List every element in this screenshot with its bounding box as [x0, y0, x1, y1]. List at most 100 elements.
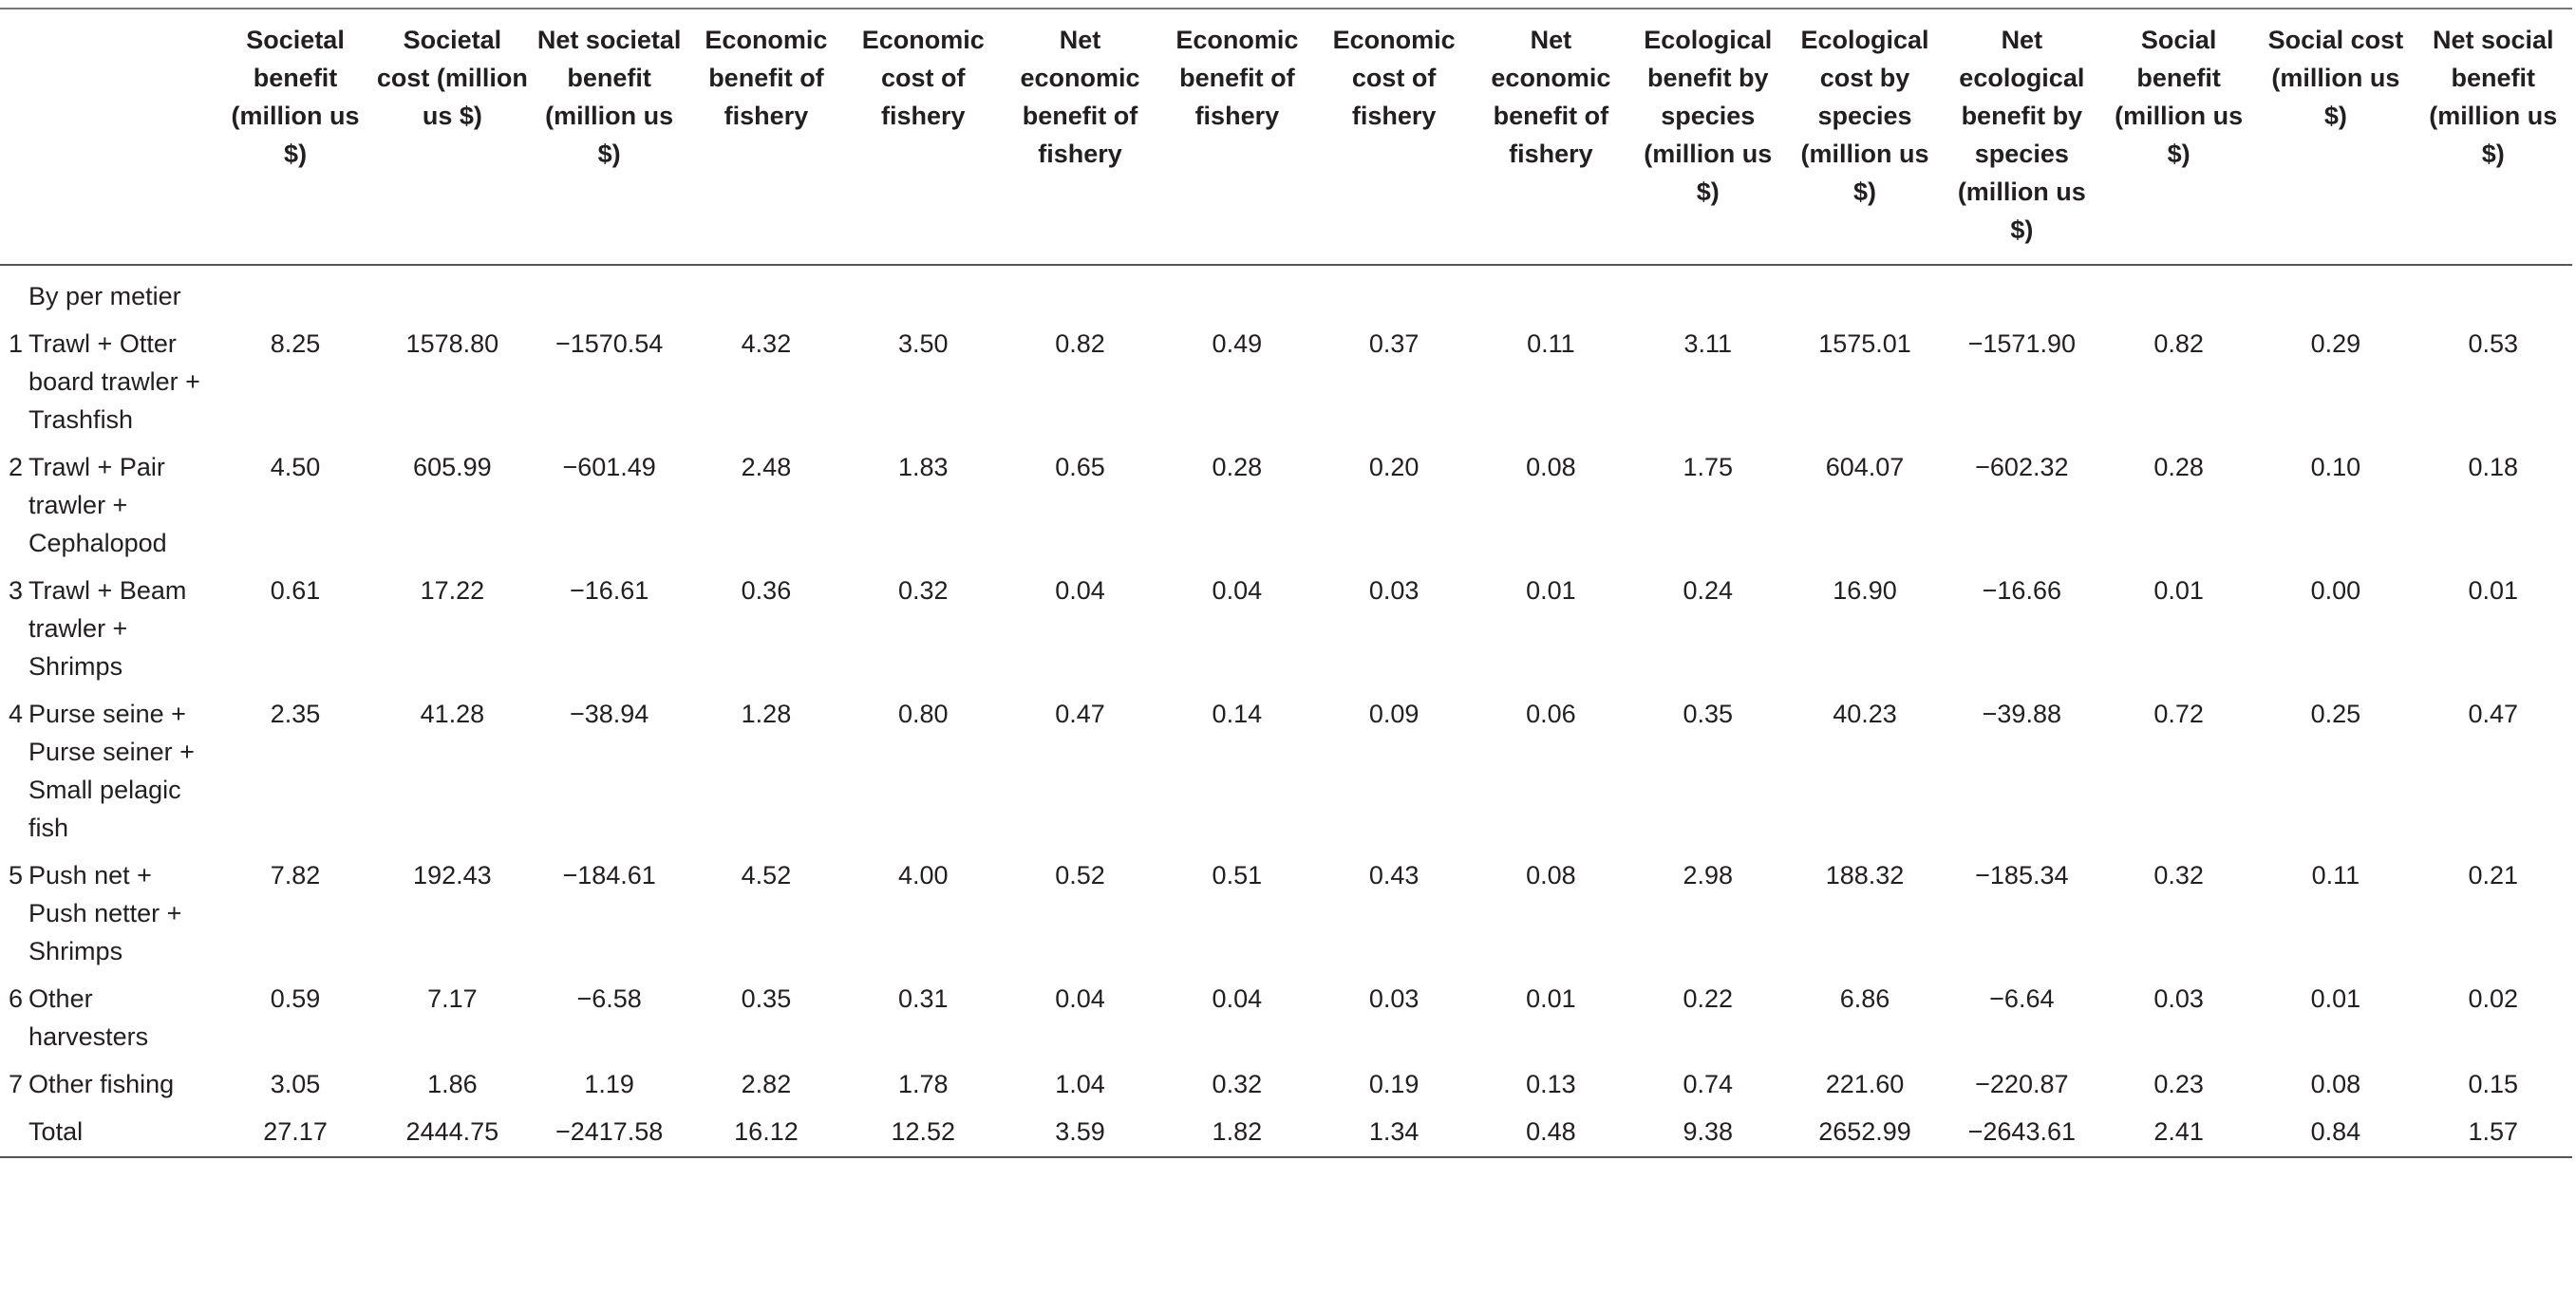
header-label-cell [27, 8, 217, 266]
table-cell: 0.52 [1055, 861, 1105, 889]
table-cell: 0.36 [741, 576, 792, 605]
table-cell: 0.04 [1055, 576, 1105, 605]
table-cell: 1.83 [897, 453, 949, 481]
table-cell: 1.19 [584, 1070, 634, 1098]
table-row: 2 Trawl + Pair trawler + Cephalopod 4.50 60… [0, 444, 2572, 568]
table-cell: 0.08 [1526, 861, 1576, 889]
table-cell: 0.01 [1526, 576, 1576, 605]
table-cell: 4.50 [270, 453, 321, 481]
table-cell: 1.86 [427, 1070, 478, 1098]
table-cell: 7.17 [427, 984, 478, 1013]
table-cell: −220.87 [1975, 1070, 2069, 1098]
table-cell: 12.52 [844, 1109, 1002, 1158]
table-cell: 0.20 [1368, 453, 1420, 481]
table-cell: 1.57 [2414, 1109, 2572, 1158]
table-cell: 0.28 [1212, 453, 1263, 481]
table-row: 1 Trawl + Otter board trawler + Trashfish… [0, 321, 2572, 444]
table-cell: −2643.61 [1943, 1109, 2100, 1158]
table-cell: −38.94 [569, 700, 649, 728]
table-cell: 0.02 [2468, 984, 2519, 1013]
row-label: Purse seine + Purse seiner + Small pelag… [28, 700, 195, 842]
column-header: Net societal benefit (million us $) [531, 8, 688, 266]
table-cell: 0.03 [1368, 984, 1420, 1013]
table-cell: 0.19 [1368, 1070, 1420, 1098]
table-cell: −1571.90 [1967, 329, 2076, 358]
table-cell: 0.35 [1683, 700, 1733, 728]
row-index [0, 1109, 28, 1158]
table-cell: 0.25 [2310, 700, 2361, 728]
table-cell: 16.90 [1833, 576, 1897, 605]
table-cell: 1.34 [1315, 1109, 1473, 1158]
column-header: Net social benefit (million us $) [2414, 8, 2572, 266]
table-cell: 1.78 [897, 1070, 949, 1098]
table-cell: 0.18 [2468, 453, 2519, 481]
header-index-cell [0, 8, 28, 266]
column-header: Economic cost of fishery [1315, 8, 1473, 266]
table-cell: 0.32 [897, 576, 949, 605]
table-cell: 0.47 [2468, 700, 2519, 728]
table-row: 5 Push net + Push netter + Shrimps 7.82 192… [0, 852, 2572, 976]
column-header: Social cost (million us $) [2257, 8, 2415, 266]
table-cell: −185.34 [1975, 861, 2069, 889]
table-body: By per metier 1 Trawl + Otter board trawl… [0, 265, 2572, 1158]
table-cell: 0.49 [1212, 329, 1263, 358]
table-cell: 0.09 [1368, 700, 1420, 728]
table-cell: 0.01 [2310, 984, 2361, 1013]
column-header: Economic benefit of fishery [687, 8, 845, 266]
table-cell: 27.17 [216, 1109, 374, 1158]
table-cell: 3.05 [270, 1070, 321, 1098]
table-cell: 0.14 [1212, 700, 1263, 728]
table-cell: 2652.99 [1786, 1109, 1944, 1158]
table-cell: 0.10 [2310, 453, 2361, 481]
table-cell: 192.43 [413, 861, 492, 889]
table-cell: 0.37 [1368, 329, 1420, 358]
table-cell: 0.06 [1526, 700, 1576, 728]
table-cell: 221.60 [1825, 1070, 1905, 1098]
row-label: Other fishing [28, 1070, 175, 1098]
table-cell: 16.12 [687, 1109, 845, 1158]
table-cell: 1.75 [1683, 453, 1733, 481]
section-label: By per metier [28, 282, 181, 310]
table-cell: 4.52 [741, 861, 792, 889]
table-row: 7 Other fishing 3.05 1.86 1.19 2.82 1.78 1.04 0.… [0, 1061, 2572, 1109]
row-index: 1 [9, 329, 24, 358]
metier-benefit-cost-table: Societal benefit (million us $) Societal … [0, 8, 2572, 1158]
table-cell: 2.82 [741, 1070, 792, 1098]
table-cell: 0.84 [2257, 1109, 2415, 1158]
table-cell: −2417.58 [531, 1109, 688, 1158]
row-label: Trawl + Beam trawler + Shrimps [28, 576, 187, 681]
column-header: Societal cost (million us $) [373, 8, 531, 266]
row-label: Push net + Push netter + Shrimps [28, 861, 182, 965]
section-index-cell [0, 265, 27, 321]
table-cell: −602.32 [1975, 453, 2069, 481]
table-cell: 0.11 [1527, 329, 1575, 358]
section-row: By per metier [0, 265, 2572, 321]
table-cell: 2.48 [741, 453, 792, 481]
table-cell: 8.25 [270, 329, 321, 358]
header-row: Societal benefit (million us $) Societal … [0, 8, 2572, 266]
table-cell: 1.28 [741, 700, 792, 728]
column-header: Ecological benefit by species (million u… [1629, 8, 1787, 266]
table-cell: 7.82 [270, 861, 321, 889]
row-label: Other harvesters [28, 984, 149, 1051]
row-label: Trawl + Pair trawler + Cephalopod [28, 453, 167, 557]
table-cell: 0.29 [2310, 329, 2361, 358]
table-cell: 3.11 [1683, 329, 1732, 358]
row-index: 4 [9, 700, 24, 728]
column-header: Economic cost of fishery [844, 8, 1002, 266]
table-cell: 9.38 [1629, 1109, 1787, 1158]
row-index: 5 [9, 861, 24, 889]
table-cell: 0.43 [1368, 861, 1420, 889]
table-cell: 2.98 [1683, 861, 1733, 889]
table-cell: 17.22 [420, 576, 485, 605]
table-cell: 0.82 [2153, 329, 2204, 358]
table-cell: 1578.80 [405, 329, 499, 358]
table-cell: 0.15 [2468, 1070, 2519, 1098]
table-row: 4 Purse seine + Purse seiner + Small pela… [0, 691, 2572, 852]
table-cell: 0.32 [1212, 1070, 1263, 1098]
table-cell: 0.47 [1055, 700, 1105, 728]
table-cell: 0.22 [1683, 984, 1733, 1013]
row-label: Total [27, 1109, 217, 1158]
table-cell: 0.32 [2153, 861, 2204, 889]
table-cell: 0.03 [1368, 576, 1420, 605]
